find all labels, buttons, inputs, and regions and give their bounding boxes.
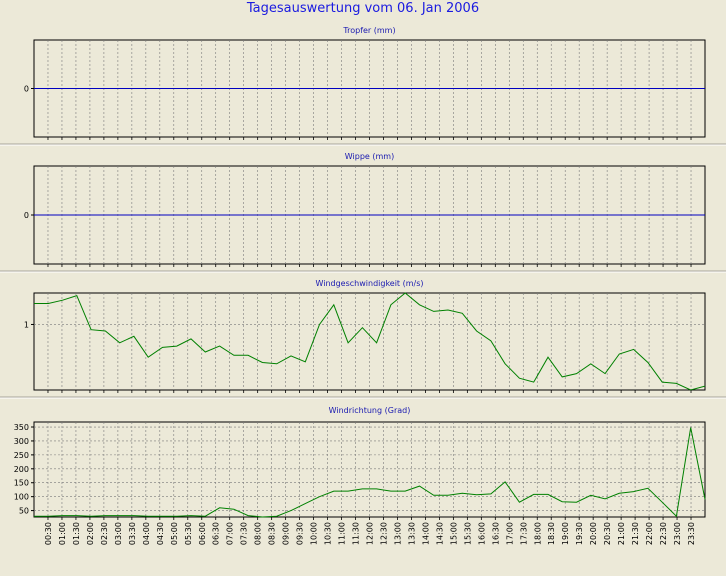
x-tick-label: 15:00	[449, 522, 458, 545]
x-tick-label: 03:00	[114, 522, 123, 545]
y-tick-label: 0	[24, 211, 29, 220]
x-tick-label: 16:00	[477, 522, 486, 545]
panel-title: Tropfer (mm)	[342, 26, 395, 35]
x-tick-label: 07:30	[240, 522, 249, 545]
x-tick-label: 22:00	[645, 522, 654, 545]
y-tick-label: 1	[24, 320, 29, 329]
x-tick-label: 05:00	[170, 522, 179, 545]
panel-title: Wippe (mm)	[345, 152, 394, 161]
x-tick-label: 10:00	[310, 522, 319, 545]
x-tick-label: 05:30	[184, 522, 193, 545]
y-tick-label: 250	[14, 451, 29, 460]
x-tick-label: 13:00	[393, 522, 402, 545]
chart-panel-4: Windrichtung (Grad) 50 100 150 200 250 300 350	[14, 406, 706, 520]
x-tick-label: 20:00	[589, 522, 598, 545]
x-tick-label: 12:00	[366, 522, 375, 545]
x-tick-label: 20:30	[603, 522, 612, 545]
x-tick-label: 03:30	[128, 522, 137, 545]
x-tick-label: 18:30	[547, 522, 556, 545]
x-tick-label: 14:00	[421, 522, 430, 545]
x-tick-label: 12:30	[379, 522, 388, 545]
y-tick-label: 100	[14, 493, 29, 502]
series-line	[34, 292, 706, 391]
x-tick-label: 10:30	[324, 522, 333, 545]
x-tick-label: 08:30	[268, 522, 277, 545]
y-tick-label: 150	[14, 479, 29, 488]
x-tick-label: 06:00	[198, 522, 207, 545]
x-tick-label: 00:30	[44, 522, 53, 545]
series-line	[34, 427, 706, 518]
y-tick-label: 300	[14, 437, 29, 446]
y-tick-label: 0	[24, 85, 29, 94]
x-tick-label: 14:30	[435, 522, 444, 545]
x-tick-label: 15:30	[463, 522, 472, 545]
panel-title: Windrichtung (Grad)	[329, 406, 411, 415]
x-tick-label: 23:30	[687, 522, 696, 545]
x-tick-label: 22:30	[659, 522, 668, 545]
y-tick-label: 350	[14, 423, 29, 432]
page-title: Tagesauswertung vom 06. Jan 2006	[246, 1, 480, 16]
x-tick-label: 09:00	[282, 522, 291, 545]
x-tick-label: 08:00	[254, 522, 263, 545]
x-tick-label: 23:00	[673, 522, 682, 545]
chart-panel-1: Tropfer (mm) 0	[24, 26, 706, 140]
x-tick-label: 16:30	[491, 522, 500, 545]
y-tick-label: 50	[19, 507, 29, 516]
x-tick-label: 11:30	[352, 522, 361, 545]
x-tick-label: 04:30	[156, 522, 165, 545]
x-tick-label: 19:30	[575, 522, 584, 545]
panel-title: Windgeschwindigkeit (m/s)	[315, 279, 423, 288]
x-tick-label: 09:30	[296, 522, 305, 545]
x-tick-label: 13:30	[407, 522, 416, 545]
x-tick-label: 01:30	[72, 522, 81, 545]
x-tick-label: 19:00	[561, 522, 570, 545]
x-tick-label: 17:00	[505, 522, 514, 545]
x-tick-label: 04:00	[142, 522, 151, 545]
x-tick-label: 18:00	[533, 522, 542, 545]
chart-panel-3: Windgeschwindigkeit (m/s) 1	[24, 279, 706, 393]
x-tick-label: 21:30	[631, 522, 640, 545]
x-tick-label: 11:00	[338, 522, 347, 545]
x-tick-label: 21:00	[617, 522, 626, 545]
x-tick-label: 06:30	[212, 522, 221, 545]
chart-panel-2: Wippe (mm) 0	[24, 152, 706, 267]
x-tick-label: 01:00	[58, 522, 67, 545]
x-tick-label: 07:00	[226, 522, 235, 545]
x-tick-label: 02:30	[100, 522, 109, 545]
x-tick-label: 17:30	[519, 522, 528, 545]
x-tick-label: 02:00	[86, 522, 95, 545]
y-tick-label: 200	[14, 465, 29, 474]
